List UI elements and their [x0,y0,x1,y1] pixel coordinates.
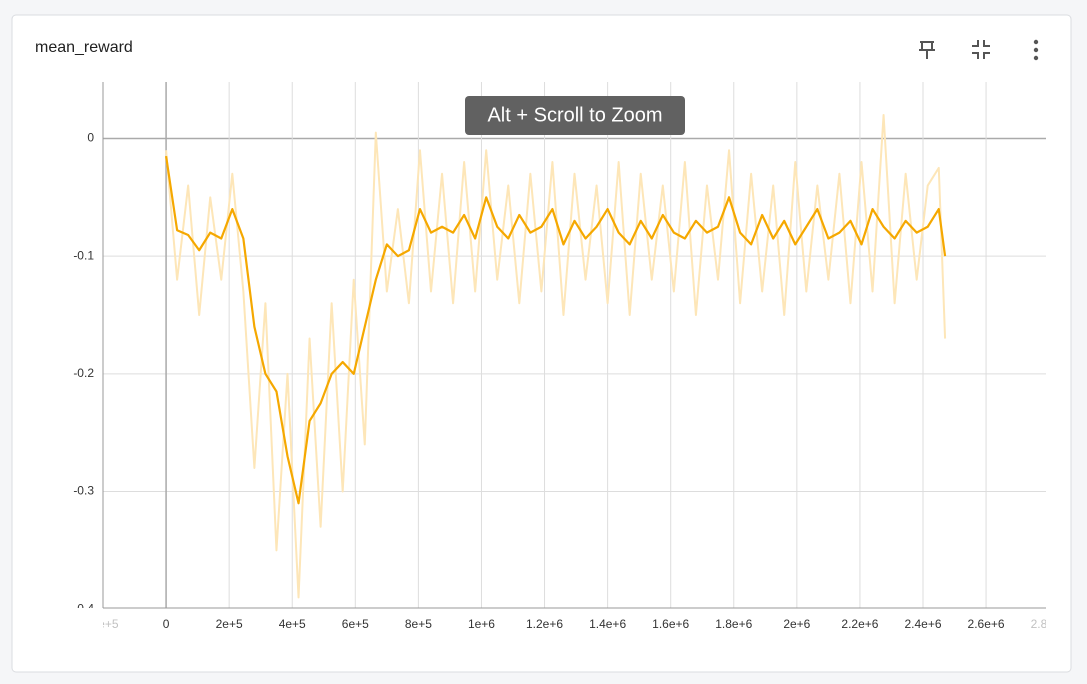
x-tick-label: 1.8e+6 [715,617,752,631]
card [11,14,1072,673]
x-tick-label: 1.6e+6 [652,617,689,631]
pin-button[interactable] [919,41,935,59]
x-tick-label: 1e+6 [468,617,495,631]
series-line [165,113,947,599]
x-tick-label: 1.2e+6 [526,617,563,631]
plot-lines [164,113,947,599]
series-line [164,155,947,505]
y-tick-label: -0.4 [73,601,94,615]
y-tick-label: -0.2 [73,366,94,380]
x-tick-label: 2.6e+6 [968,617,1005,631]
x-tick-label: 1.4e+6 [589,617,626,631]
x-tick-label: 6e+5 [342,617,369,631]
x-tick-label: 2.2e+6 [841,617,878,631]
zoom-hint-box [465,96,685,135]
x-tick-label: 2.8e+6 [1031,617,1068,631]
y-axis-labels: 0 -0.1 -0.2 -0.3 -0.4 [73,131,94,615]
x-tick-label: 0 [163,617,170,631]
x-tick-label: 2e+5 [216,617,243,631]
collapse-button[interactable] [972,40,990,59]
x-tick-label: 2.4e+6 [904,617,941,631]
chart-title: mean_reward [35,39,133,56]
zoom-hint-text: Alt + Scroll to Zoom [487,104,662,126]
y-tick-label: -0.1 [73,248,94,262]
x-axis-labels: -2e+5 0 2e+5 4e+5 6e+5 8e+5 1e+6 1.2e+6 1.4e+6 1.… [87,617,1068,631]
more-button[interactable] [1033,39,1039,61]
y-tick-label: -0.3 [73,484,94,498]
zoom-hint: Alt + Scroll to Zoom [465,96,685,135]
x-tick-label: 4e+5 [279,617,306,631]
x-tick-label: -2e+5 [87,617,118,631]
y-tick-label: 0 [87,131,94,145]
x-tick-label: 2e+6 [783,617,810,631]
x-tick-label: 8e+5 [405,617,432,631]
